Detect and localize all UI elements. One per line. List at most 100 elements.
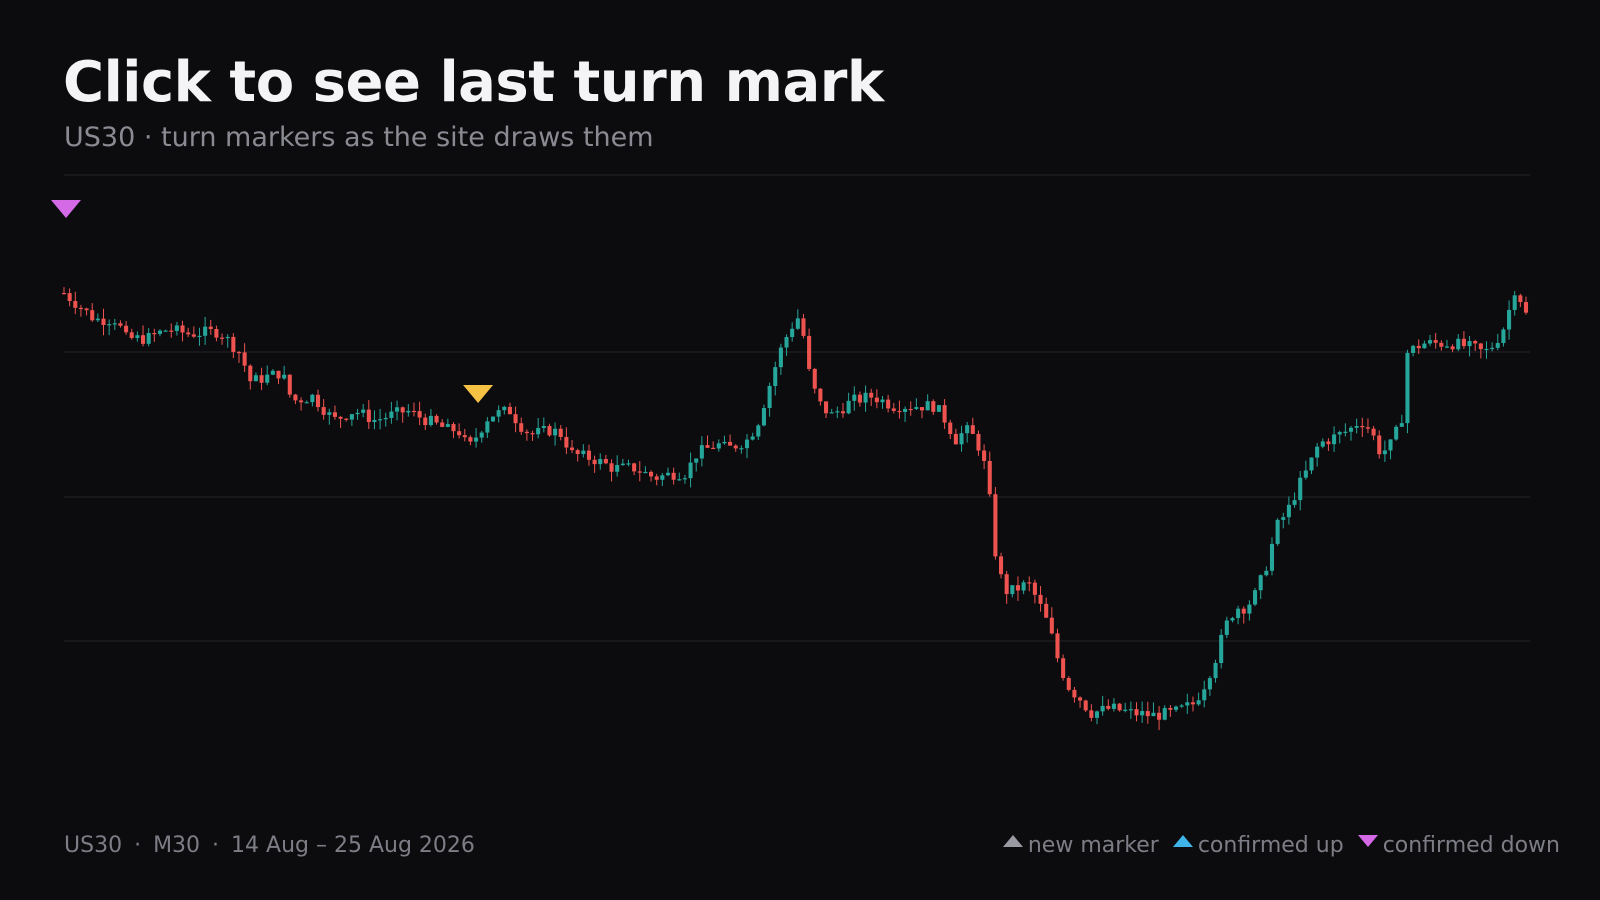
candle[interactable] [626,459,631,467]
candle[interactable] [784,334,789,356]
candle[interactable] [586,444,591,466]
candle[interactable] [982,444,987,470]
candle[interactable] [1185,693,1190,714]
candle[interactable] [524,429,529,441]
candle[interactable] [304,400,309,404]
candle[interactable] [451,422,456,439]
candle[interactable] [1433,332,1438,349]
candle[interactable] [253,372,258,382]
candle[interactable] [124,321,129,335]
candle[interactable] [1411,344,1416,357]
candle[interactable] [835,406,840,419]
candle[interactable] [852,386,857,411]
candle[interactable] [1478,342,1483,359]
candle[interactable] [778,343,783,375]
candle[interactable] [1315,443,1320,467]
candle[interactable] [180,320,185,342]
candle[interactable] [1360,417,1365,438]
candle[interactable] [462,428,467,442]
candle[interactable] [705,435,710,449]
candle[interactable] [95,313,100,323]
candle[interactable] [564,427,569,455]
candle[interactable] [1134,702,1139,722]
candle[interactable] [1032,579,1037,604]
candle[interactable] [315,389,321,412]
candle[interactable] [1343,423,1348,437]
candle[interactable] [208,319,213,335]
candle[interactable] [1439,340,1444,351]
candle[interactable] [101,308,106,336]
candle[interactable] [163,329,168,332]
candle[interactable] [874,389,879,409]
candle[interactable] [225,334,230,348]
candle[interactable] [1286,496,1291,525]
candle[interactable] [1162,705,1167,721]
candle[interactable] [1365,418,1370,434]
candle[interactable] [773,361,778,396]
candle[interactable] [519,417,524,435]
candle[interactable] [863,385,868,412]
candle[interactable] [1140,701,1145,723]
candle[interactable] [1269,537,1275,576]
candle[interactable] [987,451,992,497]
candle[interactable] [936,404,941,413]
candle[interactable] [1179,704,1184,708]
candle[interactable] [1264,566,1269,577]
candle[interactable] [829,408,834,414]
candle[interactable] [383,412,388,427]
candle[interactable] [1253,587,1258,607]
candle[interactable] [891,402,896,414]
candle[interactable] [1473,339,1478,351]
candle[interactable] [67,288,72,307]
candle[interactable] [999,552,1004,579]
candle[interactable] [1461,331,1466,350]
candle[interactable] [1456,334,1461,352]
candle[interactable] [372,410,377,430]
candle[interactable] [349,413,354,426]
candle[interactable] [1111,698,1116,712]
candle[interactable] [428,408,433,427]
candle[interactable] [1128,701,1133,719]
candle[interactable] [1236,605,1241,625]
candle[interactable] [1405,349,1410,434]
candle[interactable] [1422,340,1427,349]
candle[interactable] [61,287,67,295]
candle[interactable] [750,432,755,441]
candle[interactable] [541,417,546,433]
candle[interactable] [287,374,292,398]
candle[interactable] [812,367,817,394]
candle[interactable] [665,467,671,477]
candle[interactable] [479,430,484,443]
candle[interactable] [231,333,236,359]
candle[interactable] [310,393,315,407]
candle[interactable] [1151,702,1156,717]
candle[interactable] [795,309,800,330]
candle[interactable] [728,434,733,446]
candle[interactable] [1320,438,1325,449]
candle[interactable] [78,304,83,317]
candle[interactable] [1123,702,1128,713]
candle[interactable] [1010,585,1015,598]
candle[interactable] [400,406,405,423]
candle[interactable] [953,428,958,445]
candle[interactable] [1072,686,1077,703]
candle[interactable] [1207,675,1212,696]
candle[interactable] [1049,607,1054,635]
candle[interactable] [276,370,281,385]
candle[interactable] [265,365,270,386]
candle[interactable] [575,448,580,462]
candle[interactable] [722,435,727,445]
candle[interactable] [993,487,998,560]
candle[interactable] [620,458,625,466]
candle[interactable] [818,387,823,406]
candle[interactable] [1168,705,1173,717]
candle[interactable] [389,401,394,424]
candle[interactable] [395,400,400,421]
candle[interactable] [1145,701,1150,724]
candle[interactable] [417,401,422,426]
candle[interactable] [609,459,614,482]
candle[interactable] [1015,576,1021,601]
candle[interactable] [423,413,428,430]
candle[interactable] [186,327,191,338]
